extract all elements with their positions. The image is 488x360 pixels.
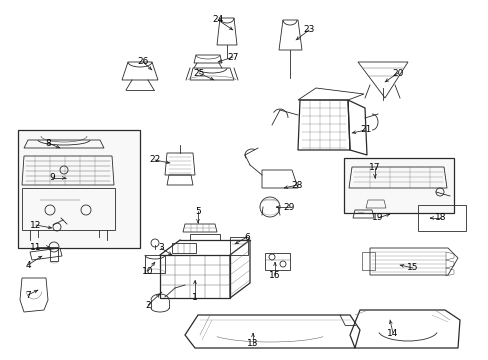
Text: 18: 18 bbox=[434, 213, 446, 222]
Text: 19: 19 bbox=[371, 213, 383, 222]
Text: 23: 23 bbox=[303, 26, 314, 35]
Text: 28: 28 bbox=[291, 180, 302, 189]
Bar bbox=[343, 158, 453, 213]
Text: 5: 5 bbox=[195, 207, 201, 216]
Text: 24: 24 bbox=[212, 15, 223, 24]
Text: 16: 16 bbox=[269, 270, 280, 279]
Bar bbox=[417, 205, 465, 231]
Text: 25: 25 bbox=[193, 68, 204, 77]
Text: 12: 12 bbox=[30, 220, 41, 230]
Text: 1: 1 bbox=[192, 293, 198, 302]
Text: 29: 29 bbox=[283, 202, 294, 211]
Text: 6: 6 bbox=[244, 233, 249, 242]
Text: 27: 27 bbox=[227, 53, 238, 62]
Text: 7: 7 bbox=[25, 291, 31, 300]
Text: 3: 3 bbox=[158, 243, 163, 252]
Bar bbox=[145, 255, 164, 273]
Text: 13: 13 bbox=[247, 339, 258, 348]
Text: 21: 21 bbox=[360, 126, 371, 135]
Text: 14: 14 bbox=[386, 328, 398, 338]
Bar bbox=[50, 247, 58, 261]
Text: 10: 10 bbox=[142, 266, 153, 275]
Text: 2: 2 bbox=[145, 301, 150, 310]
Text: 26: 26 bbox=[137, 58, 148, 67]
Text: 22: 22 bbox=[149, 156, 160, 165]
Text: 9: 9 bbox=[49, 174, 55, 183]
Bar bbox=[18, 130, 140, 248]
Text: 15: 15 bbox=[407, 264, 418, 273]
Text: 17: 17 bbox=[368, 163, 380, 172]
Text: 20: 20 bbox=[391, 68, 403, 77]
Text: 11: 11 bbox=[30, 243, 41, 252]
Text: 4: 4 bbox=[25, 261, 31, 270]
Text: 8: 8 bbox=[45, 139, 51, 148]
